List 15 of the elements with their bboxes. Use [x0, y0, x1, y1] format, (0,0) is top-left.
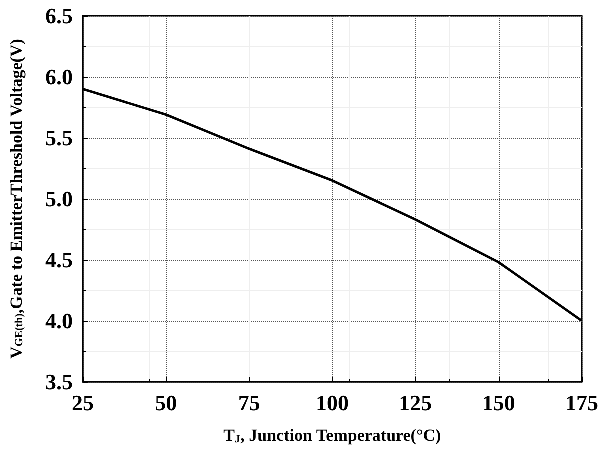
x-tick-label: 50 [155, 390, 178, 416]
x-tick-label: 175 [566, 390, 598, 416]
y-tick-label: 5.5 [46, 126, 73, 150]
y-tick-label: 5.0 [46, 186, 73, 212]
x-tick-label: 75 [238, 390, 260, 416]
x-tick-label: 100 [316, 390, 349, 416]
y-axis-title: VGE(th),Gate to EmitterThreshold Voltage(V) [7, 39, 26, 360]
x-tick-label: 150 [482, 390, 516, 416]
y-tick-label: 4.0 [46, 308, 73, 334]
x-tick-label: 125 [399, 390, 432, 416]
x-tick-label: 25 [72, 390, 94, 416]
y-tick-label: 4.5 [46, 248, 73, 272]
y-tick-label: 6.0 [46, 64, 73, 90]
y-tick-label: 6.5 [46, 4, 73, 28]
y-tick-label: 3.5 [46, 370, 73, 394]
